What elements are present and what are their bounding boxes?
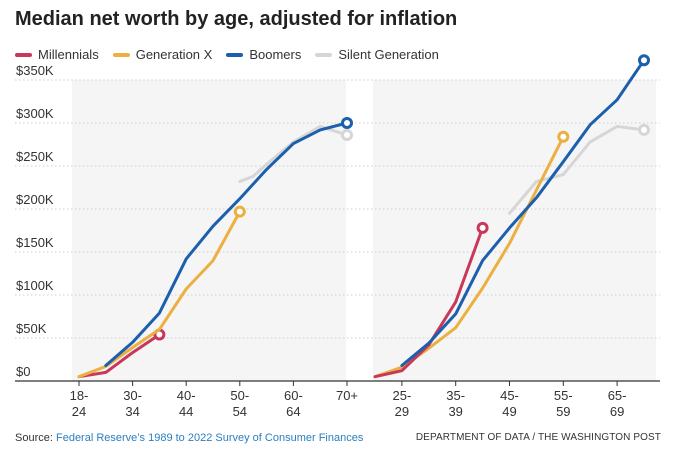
x-tick-label-line2-55-59: 59 [556, 404, 570, 419]
x-tick-label-35-39: 35- [446, 388, 465, 403]
y-tick-label-300k: $300K [16, 106, 54, 121]
legend-swatch-silent-generation [315, 52, 333, 57]
footer: Source: Federal Reserve’s 1989 to 2022 S… [15, 432, 661, 444]
end-marker-generation-x-panel-2 [557, 130, 570, 143]
y-tick-label-50k: $50K [16, 321, 47, 336]
end-marker-silent-generation-panel-1 [341, 129, 353, 142]
x-tick-label-line2-40-44: 44 [179, 404, 193, 419]
y-tick-label-250k: $250K [16, 149, 54, 164]
x-tick-label-18-24: 18- [70, 388, 89, 403]
x-tick-label-65-69: 65- [608, 388, 627, 403]
x-tick-label-line2-35-39: 39 [448, 404, 462, 419]
x-tick-label-line2-25-29: 29 [395, 404, 409, 419]
x-tick-label-55-59: 55- [554, 388, 573, 403]
legend-swatch-boomers [226, 52, 244, 57]
series-line-boomers-panel-2 [400, 58, 646, 367]
x-tick-label-line2-60-64: 64 [286, 404, 300, 419]
legend-label-silent-generation: Silent Generation [338, 47, 439, 62]
x-tick-label-70: 70+ [336, 388, 358, 403]
x-tick-label-line2-45-49: 49 [502, 404, 516, 419]
series-line-boomers-panel-1 [104, 121, 349, 367]
x-tick-label-line2-65-69: 69 [610, 404, 624, 419]
x-tick-label-line2-18-24: 24 [72, 404, 86, 419]
x-tick-label-45-49: 45- [500, 388, 519, 403]
legend-label-millennials: Millennials [38, 47, 99, 62]
legend-label-boomers: Boomers [249, 47, 302, 62]
chart-title: Median net worth by age, adjusted for in… [15, 8, 458, 30]
end-marker-silent-generation-panel-2 [638, 123, 650, 136]
end-marker-millennials-panel-2 [476, 221, 489, 234]
legend: Millennials Generation X Boomers Silent … [15, 47, 453, 62]
source-link[interactable]: Federal Reserve’s 1989 to 2022 Survey of… [55, 432, 364, 444]
x-tick-label-line2-30-34: 34 [125, 404, 139, 419]
end-marker-boomers-panel-2 [638, 54, 650, 67]
x-tick-label-50-54: 50- [230, 388, 249, 403]
y-tick-label-0: $0 [16, 364, 30, 379]
legend-item-generation-x: Generation X [112, 47, 213, 62]
y-tick-label-200k: $200K [16, 192, 54, 207]
legend-swatch-millennials [15, 52, 32, 57]
y-tick-label-150k: $150K [16, 235, 54, 250]
y-tick-label-350k: $350K [16, 63, 54, 78]
x-tick-label-line2-50-54: 54 [233, 404, 247, 419]
series-line-generation-x-panel-2 [373, 135, 565, 379]
legend-item-millennials: Millennials [15, 47, 99, 62]
end-marker-generation-x-panel-1 [233, 205, 246, 218]
legend-label-generation-x: Generation X [135, 47, 213, 62]
source-label: Source: [15, 432, 53, 444]
y-tick-label-100k: $100K [16, 278, 54, 293]
end-marker-boomers-panel-1 [341, 117, 353, 129]
series-line-silent-generation-panel-2 [508, 124, 646, 215]
x-tick-label-30-34: 30- [123, 388, 142, 403]
legend-item-silent-generation: Silent Generation [315, 47, 439, 62]
x-tick-label-60-64: 60- [284, 388, 303, 403]
legend-item-boomers: Boomers [226, 47, 301, 62]
credit-line: DEPARTMENT OF DATA / THE WASHINGTON POST [415, 432, 661, 443]
x-tick-label-25-29: 25- [393, 388, 412, 403]
legend-swatch-generation-x [112, 52, 130, 57]
series-line-millennials-panel-1 [77, 333, 161, 379]
x-tick-label-40-44: 40- [177, 388, 196, 403]
